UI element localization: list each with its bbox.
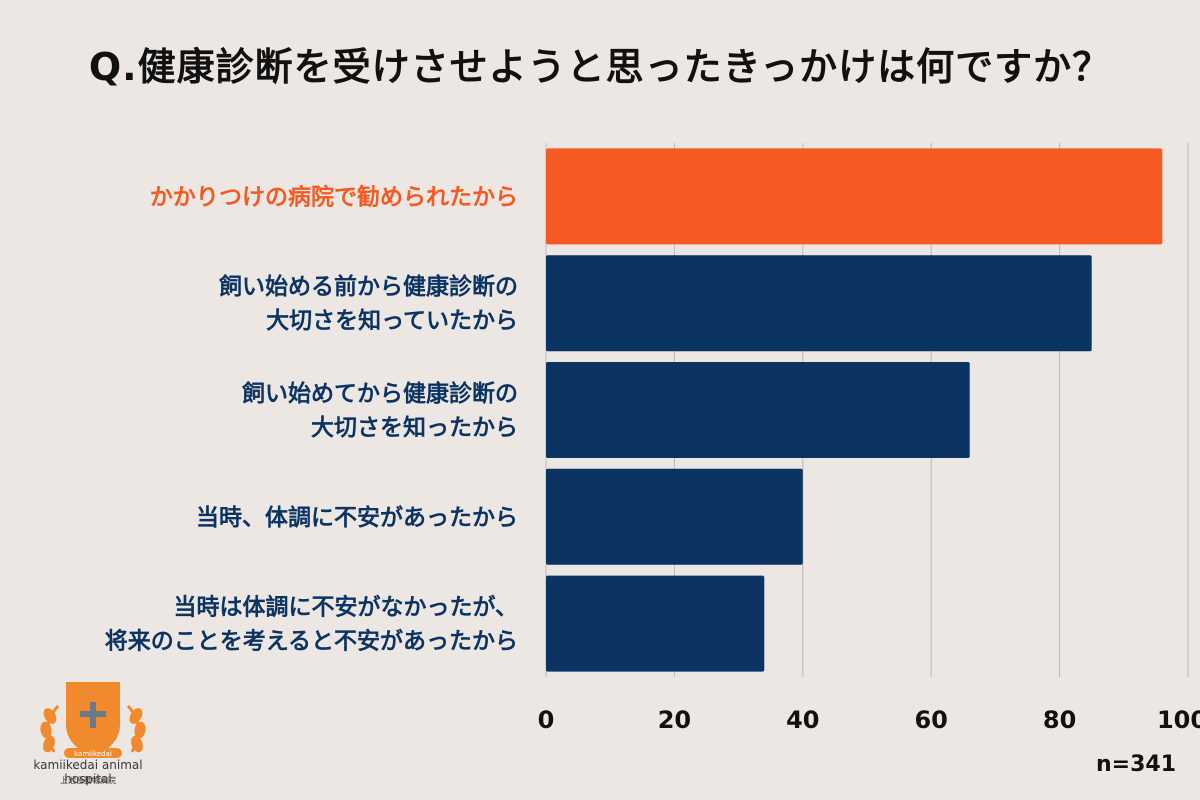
badge-ribbon <box>64 748 122 758</box>
laurel-wreath-icon <box>40 704 146 753</box>
x-tick-label: 20 <box>658 706 691 734</box>
category-label: 当時は体調に不安がなかったが、 <box>173 594 518 621</box>
cross-icon <box>80 702 106 728</box>
category-label: かかりつけの病院で勧められたから <box>150 183 518 210</box>
bar <box>546 362 970 458</box>
x-tick-label: 80 <box>1043 706 1076 734</box>
badge-text: kamiikedai <box>74 750 112 758</box>
category-label: 大切さを知ったから <box>311 414 518 441</box>
category-label: 大切さを知っていたから <box>266 307 518 334</box>
sample-size-label: n=341 <box>1096 752 1177 777</box>
x-tick-label: 100 <box>1157 706 1200 734</box>
chart-title: Q.健康診断を受けさせようと思ったきっかけは何ですか？ <box>88 45 1112 89</box>
bar <box>546 575 765 672</box>
category-label: 将来のことを考えると不安があったから <box>105 628 518 655</box>
category-label: 当時、体調に不安があったから <box>196 504 518 531</box>
bar <box>546 255 1092 352</box>
hospital-name: kamiikedai animal hospital <box>33 758 143 786</box>
category-label: 飼い始めてから健康診断の <box>241 380 518 407</box>
hospital-name-japanese: 上池台動物病院 <box>60 776 116 785</box>
x-tick-label: 0 <box>538 706 555 734</box>
x-tick-label: 60 <box>914 706 947 734</box>
x-axis-ticks: 0 20 40 60 80 100 <box>538 706 1200 734</box>
hospital-logo: kamiikedai <box>40 682 146 758</box>
x-tick-label: 40 <box>786 706 819 734</box>
bars <box>546 148 1163 672</box>
category-label: 飼い始める前から健康診断の <box>218 273 518 300</box>
category-labels: かかりつけの病院で勧められたから飼い始める前から健康診断の大切さを知っていたから… <box>105 183 518 654</box>
bar <box>546 148 1163 245</box>
bar <box>546 468 803 565</box>
